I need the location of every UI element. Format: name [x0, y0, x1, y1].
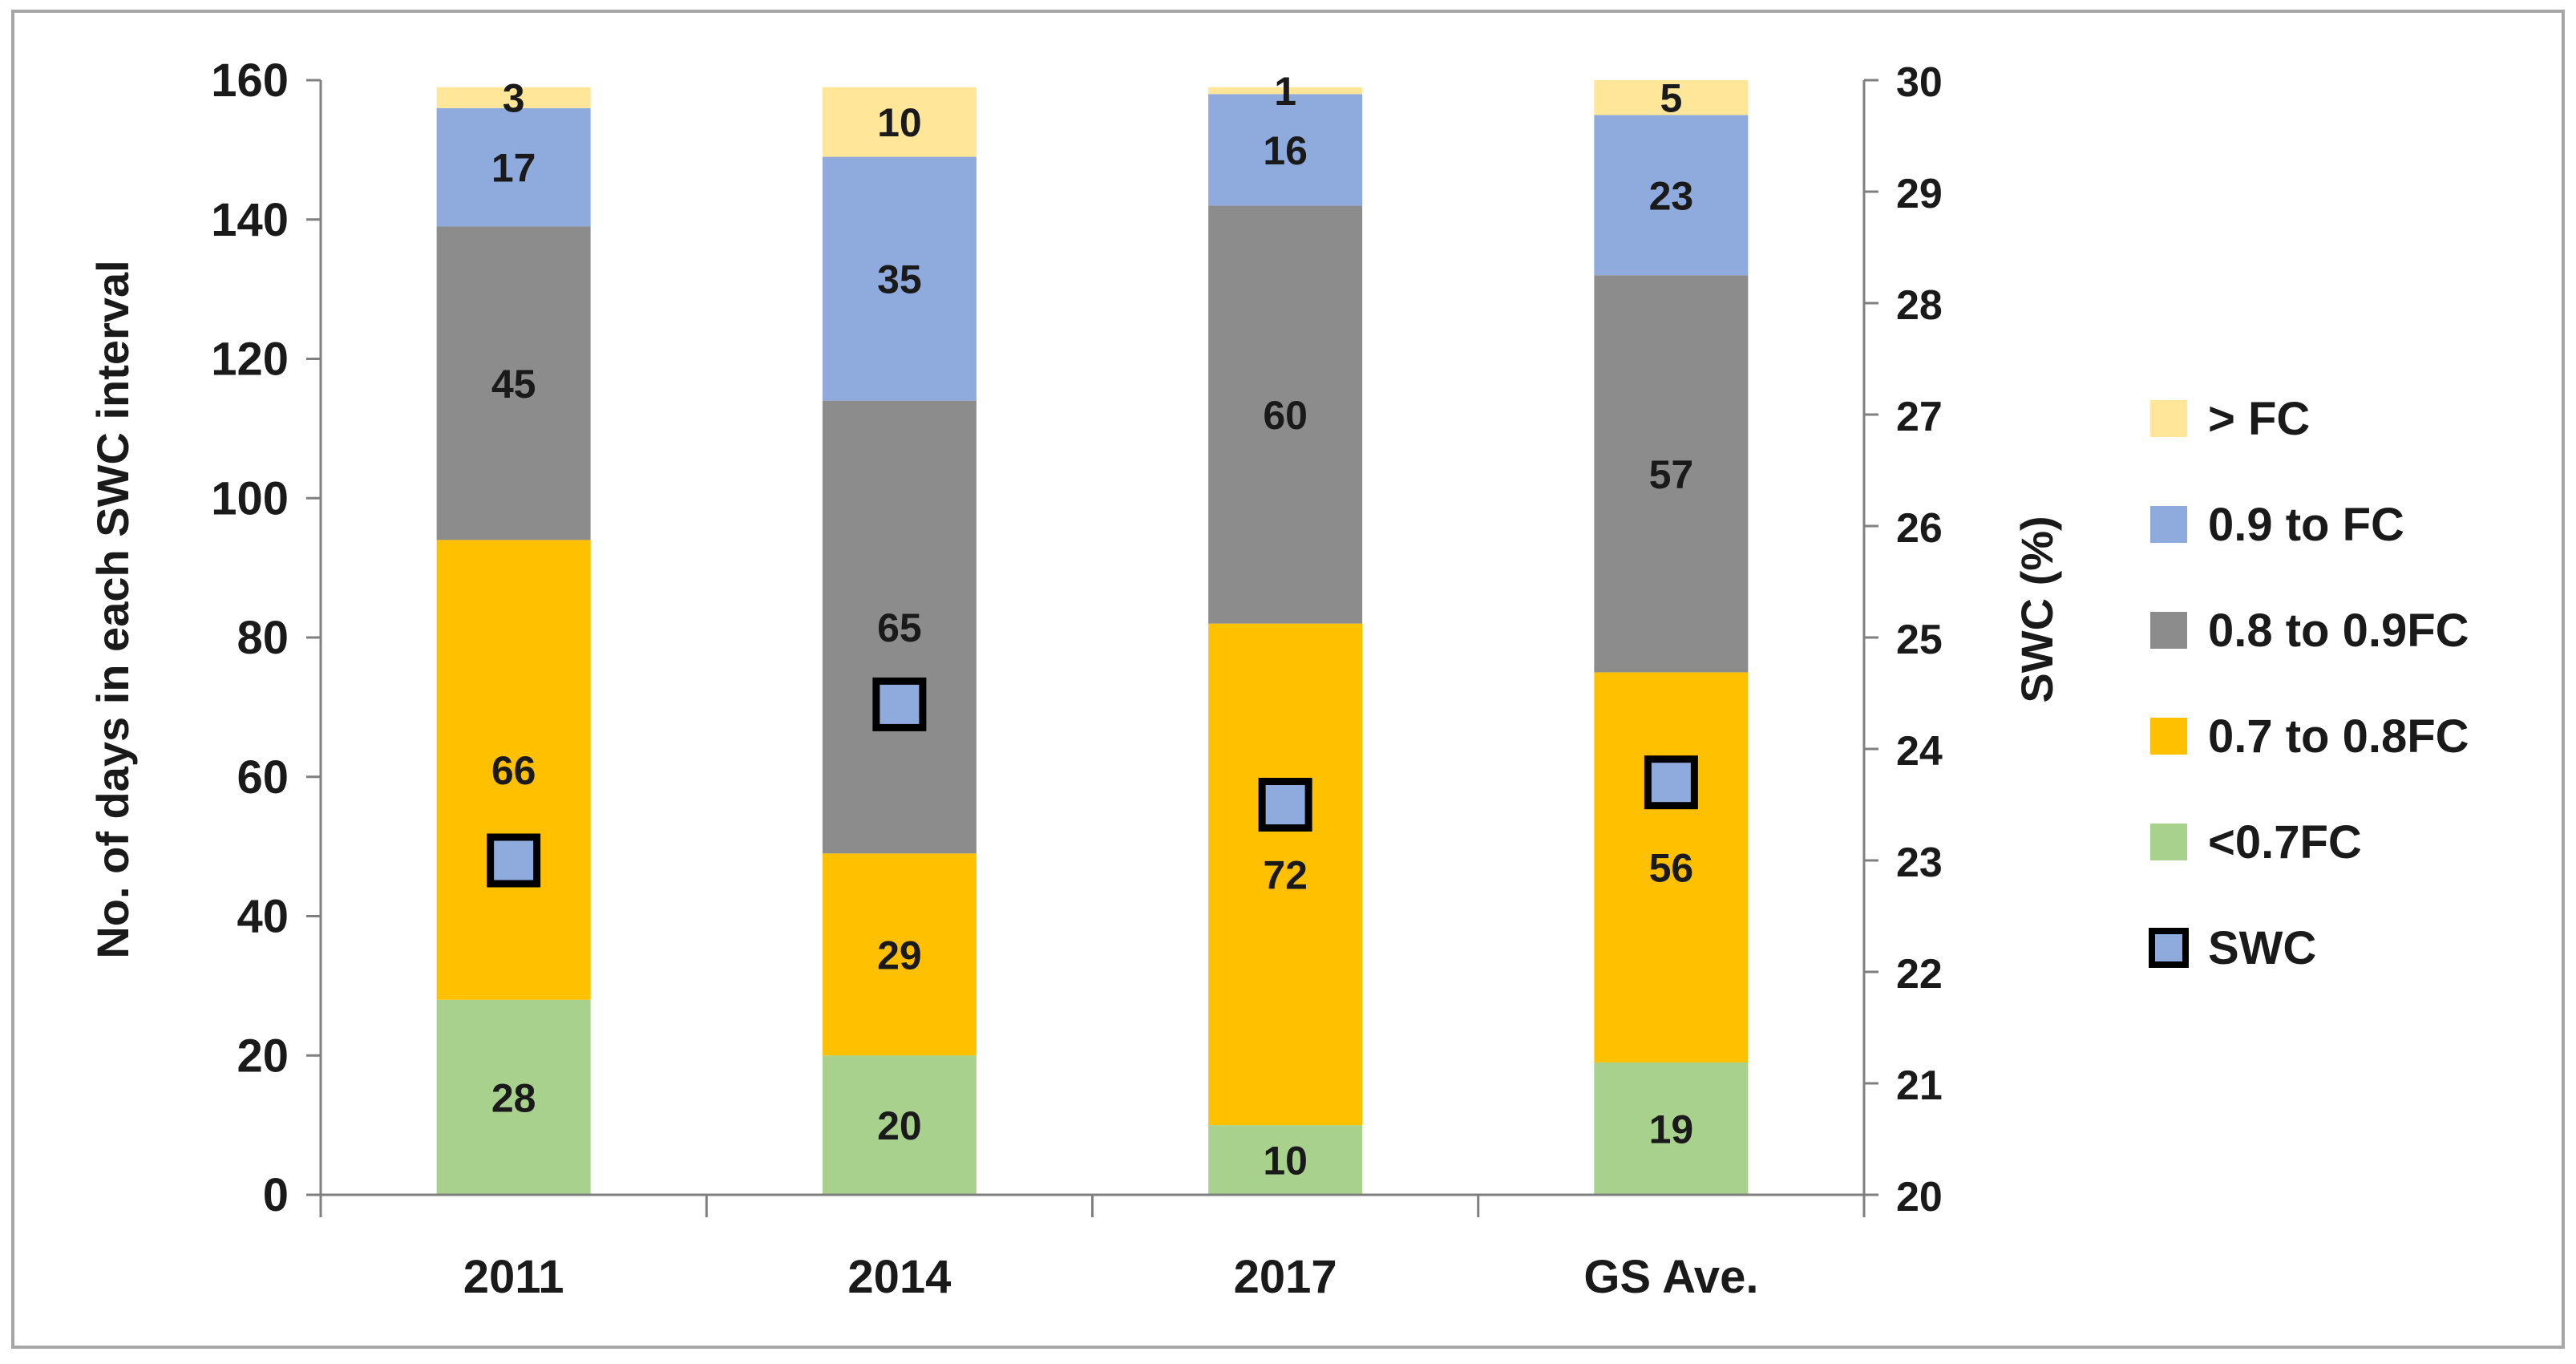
y2-tick-label: 30	[1896, 59, 1943, 106]
bar-segment	[1594, 672, 1749, 1062]
data-label: 10	[1263, 1139, 1308, 1184]
y-tick-label: 0	[263, 1169, 289, 1221]
bar-segment	[822, 156, 977, 401]
data-label: 29	[877, 933, 922, 977]
y-tick-label: 60	[237, 751, 289, 803]
legend-swatch	[2149, 928, 2189, 968]
bar-segment	[1594, 1062, 1749, 1195]
y-axis-title: No. of days in each SWC interval	[87, 260, 138, 958]
bar-segment	[822, 400, 977, 854]
data-label: 28	[491, 1075, 536, 1120]
bar-segment	[822, 1055, 977, 1195]
bar-segment	[1208, 1125, 1363, 1195]
data-label: 17	[491, 146, 536, 191]
legend-item: 0.9 to FC	[2150, 499, 2404, 551]
legend-swatch	[2150, 612, 2187, 649]
swc-marker	[1258, 778, 1312, 832]
axes-layer: 2011 2014 2017 GS Ave.020406080100120140160…	[211, 55, 1943, 1303]
legend-item: SWC	[2149, 922, 2316, 974]
y2-tick-label: 29	[1896, 171, 1943, 217]
bar-segment	[1208, 623, 1363, 1126]
bar-segment	[1208, 94, 1363, 206]
data-label: 1	[1274, 69, 1296, 114]
swc-marker	[487, 833, 541, 888]
y2-axis-title: SWC (%)	[2012, 516, 2062, 702]
data-label: 66	[491, 748, 536, 793]
legend-label: SWC	[2208, 922, 2316, 974]
data-label: 16	[1263, 128, 1308, 173]
y-tick-label: 20	[237, 1030, 289, 1082]
bar-segment	[436, 999, 591, 1195]
x-tick-label: GS Ave.	[1583, 1251, 1758, 1303]
x-tick-label: 2017	[1234, 1251, 1337, 1303]
legend: > FC 0.9 to FC 0.8 to 0.9FC 0.7 to 0.8FC <0.…	[2149, 393, 2469, 974]
bar-segment	[1594, 115, 1749, 276]
y2-tick-label: 23	[1896, 840, 1943, 886]
legend-item: <0.7FC	[2150, 816, 2362, 868]
y-tick-label: 160	[211, 55, 289, 107]
y-tick-label: 40	[237, 891, 289, 943]
x-tick-label: 2011	[463, 1251, 564, 1303]
x-tick-label: 2014	[847, 1251, 951, 1303]
bar-segment	[822, 853, 977, 1056]
data-label: 10	[877, 100, 922, 145]
legend-swatch	[2150, 506, 2187, 543]
data-label: 3	[503, 76, 525, 121]
data-label: 57	[1649, 452, 1694, 497]
y-tick-label: 80	[237, 612, 289, 664]
legend-swatch	[2150, 400, 2187, 437]
bar-segment	[436, 540, 591, 1000]
y-tick-label: 140	[211, 194, 289, 246]
data-label: 35	[877, 257, 922, 302]
bar-segment	[1594, 80, 1749, 115]
y-tick-label: 100	[211, 472, 289, 524]
bar-segment	[1208, 87, 1363, 95]
bar-segment	[436, 226, 591, 540]
data-label: 45	[491, 362, 536, 407]
data-label: 20	[877, 1103, 922, 1148]
bar-segment	[436, 107, 591, 227]
swc-marker	[1644, 755, 1698, 810]
legend-item: 0.7 to 0.8FC	[2150, 710, 2469, 763]
data-label: 23	[1649, 173, 1694, 218]
bar-segment	[1594, 275, 1749, 673]
bar-segment	[436, 87, 591, 108]
legend-swatch	[2150, 824, 2187, 860]
legend-swatch	[2150, 718, 2187, 755]
data-label: 19	[1649, 1107, 1694, 1152]
data-label: 65	[877, 605, 922, 650]
y2-tick-label: 25	[1896, 617, 1943, 663]
data-label: 60	[1263, 393, 1308, 438]
legend-label: 0.9 to FC	[2208, 499, 2404, 551]
data-label: 5	[1660, 76, 1682, 121]
data-labels-layer: 28 66 45 17 3 20 29 65 35 10 10 72 60 16 1 19 56 57 23 5	[491, 69, 1693, 1184]
y2-tick-label: 20	[1896, 1174, 1943, 1220]
legend-item: > FC	[2150, 393, 2310, 445]
data-label: 56	[1649, 846, 1694, 891]
bars-layer	[436, 80, 1749, 1195]
swc-markers-layer	[487, 677, 1698, 888]
legend-label: 0.8 to 0.9FC	[2208, 605, 2469, 657]
y-tick-label: 120	[211, 334, 289, 386]
legend-label: <0.7FC	[2208, 816, 2362, 868]
y2-tick-label: 22	[1896, 951, 1943, 998]
data-label: 72	[1263, 852, 1308, 897]
legend-item: 0.8 to 0.9FC	[2150, 605, 2469, 657]
legend-label: > FC	[2208, 393, 2310, 445]
y2-tick-label: 28	[1896, 282, 1943, 329]
y2-tick-label: 27	[1896, 394, 1943, 440]
swc-marker	[872, 677, 927, 731]
y2-tick-label: 21	[1896, 1062, 1943, 1109]
bar-segment	[822, 87, 977, 157]
y2-tick-label: 24	[1896, 728, 1943, 775]
legend-label: 0.7 to 0.8FC	[2208, 710, 2469, 763]
bar-segment	[1208, 205, 1363, 624]
y2-tick-label: 26	[1896, 505, 1943, 552]
